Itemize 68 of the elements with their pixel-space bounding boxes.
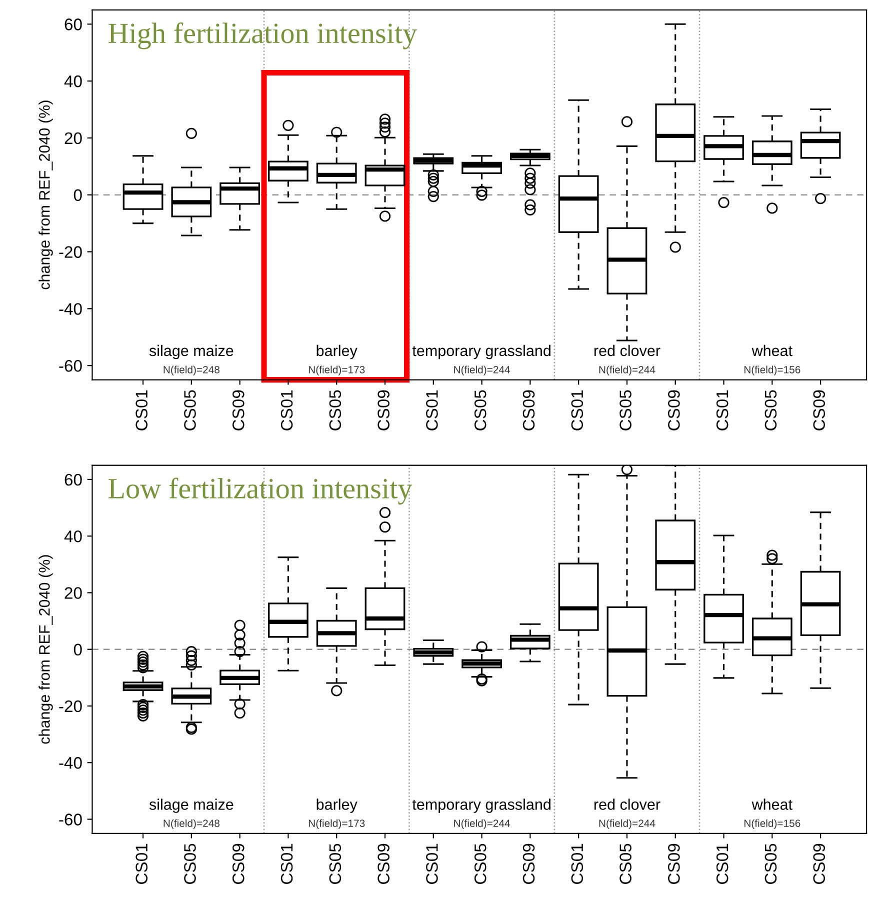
annotation: temporary grassland	[412, 344, 550, 360]
x-tick-label: CS05	[329, 844, 342, 884]
chart-title: Low fertilization intensity	[108, 478, 412, 504]
annotation: wheat	[752, 798, 792, 810]
annotation: N(field)=173	[308, 819, 365, 830]
y-axis-title: change from REF_2040 (%)	[38, 100, 53, 290]
x-tick-label: CS09	[813, 390, 826, 430]
annotation: silage maize	[149, 798, 234, 813]
x-tick-label: CS09	[668, 844, 680, 884]
y-tick-label: 0	[74, 189, 82, 202]
annotation: N(field)=156	[744, 366, 800, 376]
annotation: wheat	[752, 344, 792, 356]
annotation: N(field)=244	[454, 819, 510, 830]
annotation: N(field)=248	[164, 366, 220, 376]
x-tick-label: CS09	[378, 390, 390, 430]
x-tick-label: CS09	[522, 390, 535, 430]
y-tick-label: 60	[64, 474, 82, 486]
y-tick-label: 40	[64, 75, 82, 88]
y-tick-label: -40	[59, 303, 82, 315]
annotation: N(field)=156	[744, 819, 800, 830]
x-tick-label: CS05	[764, 844, 777, 884]
x-tick-label: CS01	[136, 844, 148, 884]
x-tick-label: CS09	[232, 390, 244, 430]
x-tick-label: CS05	[329, 390, 342, 430]
x-tick-label: CS09	[668, 390, 680, 430]
x-tick-label: CS01	[716, 844, 728, 884]
x-tick-label: CS09	[378, 844, 390, 884]
x-tick-label: CS05	[184, 844, 196, 884]
x-tick-label: CS01	[426, 844, 438, 884]
annotation: temporary grassland	[412, 798, 550, 813]
y-tick-label: -20	[59, 700, 82, 712]
annotation: red clover	[594, 798, 660, 810]
y-tick-label: -60	[59, 814, 82, 826]
x-tick-label: CS01	[136, 390, 148, 430]
y-tick-label: 20	[64, 132, 82, 144]
annotation: N(field)=244	[454, 366, 510, 376]
x-tick-label: CS05	[620, 390, 632, 430]
x-tick-label: CS05	[474, 390, 486, 430]
x-tick-label: CS09	[813, 844, 826, 884]
x-tick-label: CS01	[280, 844, 293, 884]
x-tick-label: CS09	[522, 844, 535, 884]
x-tick-label: CS05	[620, 844, 632, 884]
annotation: N(field)=248	[164, 819, 220, 830]
annotation: N(field)=173	[308, 366, 365, 376]
annotation: red clover	[594, 344, 660, 356]
y-axis-title: change from REF_2040 (%)	[38, 555, 53, 744]
x-tick-label: CS01	[280, 390, 293, 430]
y-tick-label: -20	[59, 246, 82, 258]
y-tick-label: 60	[64, 18, 82, 30]
x-tick-label: CS05	[474, 844, 486, 884]
x-tick-label: CS05	[184, 390, 196, 430]
annotation: barley	[316, 798, 358, 813]
x-tick-label: CS01	[716, 390, 728, 430]
annotation: barley	[316, 344, 358, 360]
y-tick-label: -40	[59, 757, 82, 769]
chart-title: High fertilization intensity	[108, 22, 418, 50]
y-tick-label: 0	[74, 644, 82, 656]
y-tick-label: 40	[64, 530, 82, 542]
annotation: silage maize	[149, 344, 234, 360]
x-tick-label: CS05	[764, 390, 777, 430]
annotation: N(field)=244	[599, 366, 656, 376]
annotation: N(field)=244	[599, 819, 656, 830]
y-tick-label: 20	[64, 587, 82, 599]
x-tick-label: CS01	[426, 390, 438, 430]
x-tick-label: CS09	[232, 844, 244, 884]
y-tick-label: -60	[59, 360, 82, 372]
x-tick-label: CS01	[571, 390, 584, 430]
x-tick-label: CS01	[571, 844, 584, 884]
